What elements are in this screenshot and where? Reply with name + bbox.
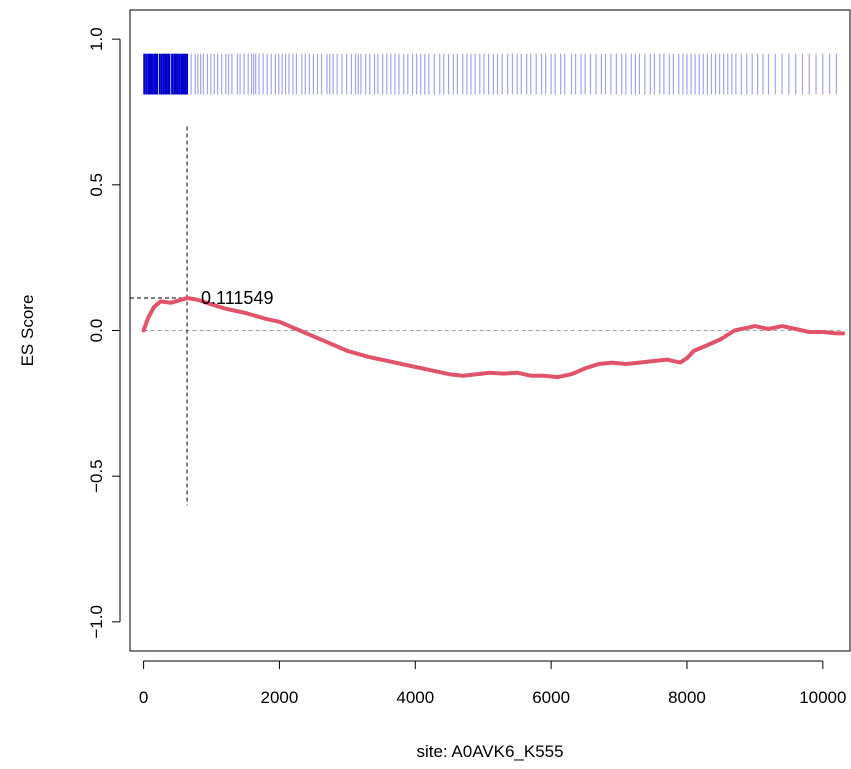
x-tick-label: 10000 [799,688,846,707]
x-tick-label: 4000 [396,688,434,707]
max-es-label: 0.111549 [201,288,273,308]
x-axis-title: site: A0AVK6_K555 [416,742,563,761]
y-tick-label: −0.5 [87,459,106,493]
x-tick-label: 2000 [261,688,299,707]
plot-frame [129,9,851,652]
y-tick-label: −1.0 [87,605,106,639]
y-tick-label: 0.5 [87,173,106,197]
hit-ticks [143,53,838,95]
y-axis: −1.0 −0.5 0.0 0.5 1.0 [87,27,121,639]
x-tick-label: 8000 [668,688,706,707]
x-axis: 0 2000 4000 6000 8000 10000 [139,660,846,707]
y-tick-label: 0.0 [87,319,106,343]
es-curve-series [141,296,846,380]
x-tick-label: 6000 [532,688,570,707]
y-tick-label: 1.0 [87,27,106,51]
x-tick-label: 0 [139,688,148,707]
y-axis-title: ES Score [18,295,37,367]
